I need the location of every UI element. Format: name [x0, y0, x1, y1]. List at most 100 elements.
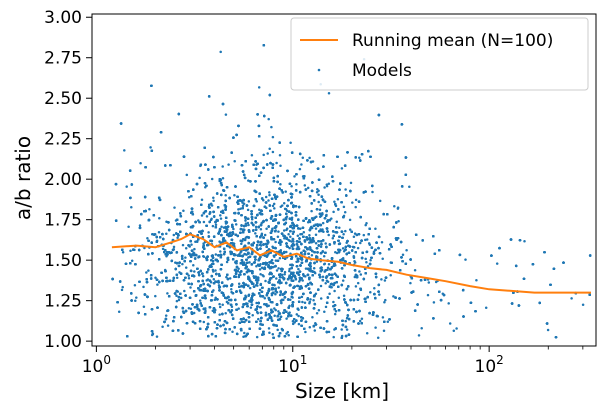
scatter-point: [313, 329, 317, 332]
scatter-point: [312, 267, 316, 270]
scatter-point: [156, 283, 159, 286]
scatter-point: [383, 279, 387, 282]
scatter-point: [192, 311, 196, 315]
scatter-point: [384, 298, 387, 302]
scatter-point: [205, 215, 209, 218]
scatter-point: [365, 238, 369, 241]
scatter-point: [371, 190, 374, 194]
scatter-point: [364, 223, 367, 227]
scatter-point: [266, 152, 269, 155]
scatter-point: [381, 257, 384, 260]
scatter-point: [342, 232, 345, 236]
scatter-point: [263, 266, 267, 270]
scatter-point: [179, 296, 183, 300]
scatter-point: [232, 227, 235, 231]
scatter-point: [192, 252, 196, 255]
scatter-point: [296, 234, 300, 237]
scatter-point: [268, 191, 271, 194]
scatter-point: [146, 237, 149, 240]
scatter-point: [143, 246, 146, 250]
scatter-point: [369, 290, 372, 294]
scatter-point: [267, 117, 270, 121]
scatter-point: [287, 334, 290, 337]
scatter-point: [309, 267, 312, 270]
scatter-point: [374, 326, 377, 329]
scatter-point: [270, 258, 274, 262]
scatter-point: [165, 220, 168, 224]
scatter-point: [311, 315, 314, 319]
scatter-point: [306, 221, 310, 224]
scatter-point: [255, 200, 258, 203]
scatter-point: [306, 186, 310, 190]
scatter-point: [358, 270, 361, 273]
scatter-point: [175, 276, 179, 280]
scatter-point: [246, 221, 250, 225]
scatter-point: [239, 207, 242, 211]
scatter-point: [328, 292, 331, 295]
scatter-point: [279, 243, 282, 246]
scatter-point: [258, 268, 262, 271]
scatter-point: [181, 262, 184, 266]
scatter-point: [274, 259, 278, 262]
scatter-point: [200, 198, 204, 202]
scatter-point: [219, 50, 222, 54]
scatter-point: [271, 333, 275, 336]
scatter-point: [314, 292, 318, 295]
scatter-point: [455, 327, 458, 330]
scatter-point: [230, 305, 234, 308]
scatter-point: [218, 302, 221, 306]
scatter-point: [218, 305, 222, 309]
scatter-point: [374, 227, 377, 231]
scatter-point: [133, 283, 137, 287]
scatter-point: [258, 288, 262, 292]
scatter-point: [233, 193, 236, 197]
scatter-point: [271, 204, 275, 208]
scatter-point: [276, 328, 279, 332]
scatter-point: [335, 220, 339, 223]
scatter-point: [211, 309, 215, 312]
scatter-point: [155, 335, 159, 338]
scatter-point: [202, 255, 206, 258]
scatter-point: [546, 328, 550, 332]
scatter-point: [247, 200, 251, 203]
scatter-point: [221, 176, 225, 180]
scatter-point: [273, 207, 276, 210]
scatter-point: [288, 311, 291, 314]
scatter-point: [332, 335, 335, 339]
scatter-point: [288, 269, 291, 273]
scatter-point: [265, 302, 268, 306]
scatter-point: [369, 258, 372, 262]
scatter-point: [280, 301, 283, 305]
scatter-point: [214, 223, 218, 227]
scatter-point: [219, 250, 222, 253]
scatter-point: [267, 327, 271, 330]
scatter-point: [189, 286, 192, 289]
scatter-point: [165, 232, 168, 236]
scatter-point: [183, 289, 186, 293]
scatter-point: [303, 301, 307, 304]
scatter-point: [383, 300, 386, 304]
scatter-point: [145, 271, 148, 274]
scatter-point: [278, 293, 282, 297]
scatter-point: [359, 273, 363, 276]
scatter-point: [287, 233, 290, 236]
scatter-point: [348, 218, 352, 222]
scatter-point: [127, 225, 130, 228]
scatter-point: [123, 149, 126, 152]
scatter-point: [225, 275, 228, 279]
scatter-point: [351, 201, 354, 204]
scatter-point: [333, 200, 336, 203]
scatter-point: [254, 225, 258, 229]
scatter-point: [175, 299, 179, 303]
scatter-point: [277, 310, 280, 313]
scatter-point: [380, 240, 384, 244]
scatter-point: [255, 246, 258, 249]
scatter-point: [327, 182, 331, 185]
scatter-point: [317, 200, 320, 204]
scatter-point: [308, 234, 311, 237]
scatter-point: [268, 193, 271, 197]
scatter-point: [308, 156, 311, 160]
scatter-point: [237, 282, 241, 285]
scatter-point: [211, 268, 215, 272]
scatter-point: [432, 301, 436, 304]
